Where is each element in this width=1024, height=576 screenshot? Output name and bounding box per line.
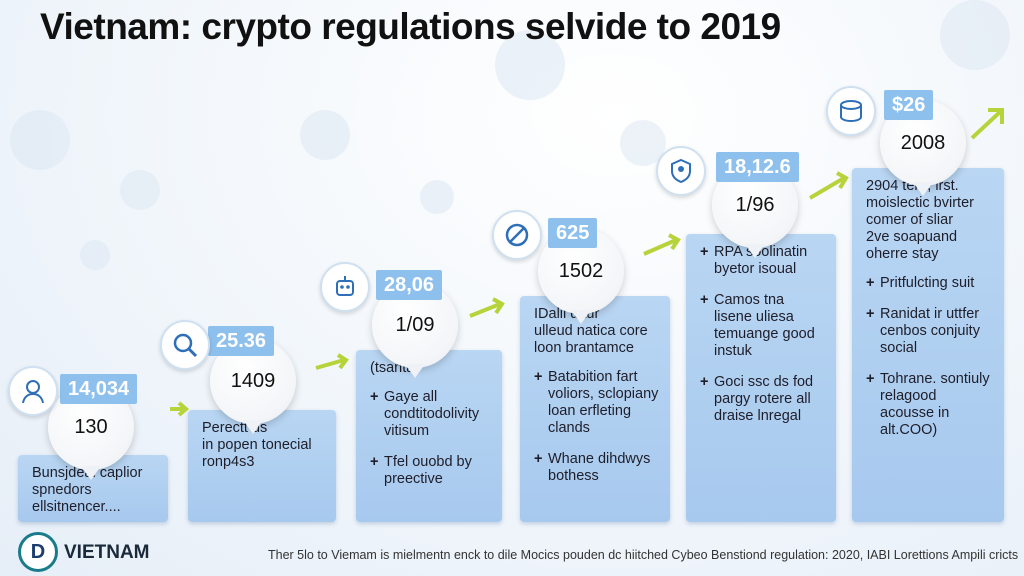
step-1-tag: 14,034 [60, 374, 138, 404]
step-text-line: 2ve soapuand [866, 229, 958, 245]
step-text-line: moislectic bvirter [866, 195, 974, 211]
arrow-right-icon [170, 401, 190, 417]
step-bullet: Ranidat ir uttfer cenbos conjuity social [866, 306, 994, 357]
step-text-line: ronp4s3 [202, 454, 255, 470]
step-6-tag: $26 [884, 90, 934, 120]
step-bullet: Batabition fart voliors, sclopiany loan … [534, 369, 660, 437]
step-text-line: ulleud natica core [534, 323, 648, 339]
footer-brand: VIETNAM [64, 542, 150, 563]
step-bullet: Goci ssc ds fod pargy rotere all draise … [700, 374, 826, 425]
step-2-tag: 25.36 [208, 326, 275, 356]
step-bullet: Tfel ouobd by preective [370, 454, 492, 488]
step-column-4: IDalil daur ulleud natica core loon bran… [520, 296, 670, 522]
logo-letter: D [30, 540, 46, 563]
no-entry-icon [492, 210, 542, 260]
step-text-line: oherre stay [866, 246, 939, 262]
step-4-tag: 625 [548, 218, 598, 248]
step-3-tag: 28,06 [376, 270, 443, 300]
arrow-right-icon [643, 233, 681, 256]
background-bubble [120, 170, 160, 210]
step-value: 1/96 [735, 193, 775, 216]
step-column-3: (tsantal Gaye all condtitodolivity vitis… [356, 350, 502, 522]
background-bubble [940, 0, 1010, 70]
step-value: 1502 [558, 259, 604, 282]
step-text-line: loon brantamce [534, 340, 634, 356]
person-icon [8, 366, 58, 416]
step-text-line: in popen tonecial [202, 437, 312, 453]
background-bubble [495, 30, 565, 100]
background-bubble [300, 110, 350, 160]
step-value: 130 [74, 415, 108, 438]
step-column-6: 2904 terd, lrst. moislectic bvirter come… [852, 168, 1004, 522]
arrow-right-icon [808, 171, 849, 200]
step-bullet: Camos tna lisene uliesa temuange good in… [700, 292, 826, 360]
step-5-tag: 18,12.6 [716, 152, 799, 182]
step-column-5: RPA soolinatin byetor isoual Camos tna l… [686, 234, 836, 522]
step-value: 1409 [230, 369, 276, 392]
step-value: 1/09 [395, 313, 435, 336]
arrow-up-right-icon [970, 108, 1004, 140]
coin-stack-icon [826, 86, 876, 136]
step-bullet: Gaye all condtitodolivity vitisum [370, 389, 492, 440]
step-bullet: Pritfulcting suit [866, 275, 994, 292]
robot-icon [320, 262, 370, 312]
page-title: Vietnam: crypto regulations selvide to 2… [40, 6, 781, 47]
step-text-line: spnedors [32, 482, 92, 498]
arrow-right-icon [315, 353, 349, 370]
background-bubble [420, 180, 454, 214]
vietnam-logo: D [18, 532, 58, 572]
background-bubble [10, 110, 70, 170]
step-bullet: Whane dihdwys bothess [534, 451, 660, 485]
step-text-line: comer of sliar [866, 212, 954, 228]
background-bubble [80, 240, 110, 270]
magnifier-icon [160, 320, 210, 370]
arrow-right-icon [469, 297, 505, 318]
step-column-1: Bunsjdeal caplior spnedors ellsitnencer.… [18, 455, 168, 522]
step-value: 2008 [900, 131, 946, 154]
step-text-line: ellsitnencer.... [32, 499, 121, 515]
shield-person-icon [656, 146, 706, 196]
step-bullet: Tohrane. sontiuly relagood acousse in al… [866, 371, 994, 439]
footer-note: Ther 5lo to Viemam is mielmentn enck to … [268, 548, 1019, 562]
